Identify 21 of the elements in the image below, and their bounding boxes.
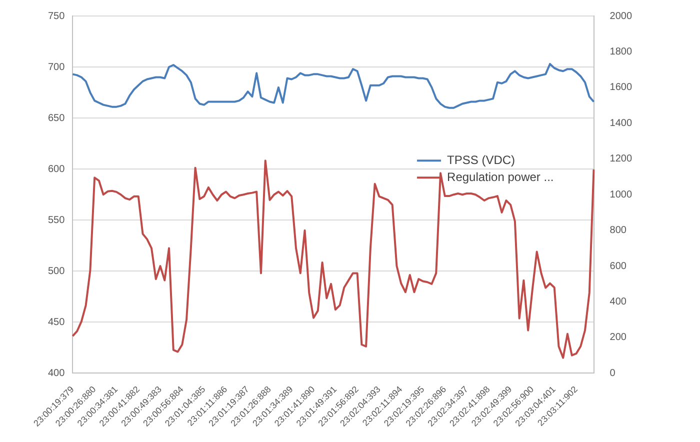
y-tick-label: 750 — [48, 10, 66, 22]
y2-tick-label: 1400 — [610, 118, 632, 129]
y-tick-label: 400 — [48, 368, 66, 379]
y-tick-label: 650 — [48, 112, 66, 124]
legend-label: TPSS (VDC) — [447, 152, 516, 167]
y2-tick-label: 1800 — [610, 46, 632, 58]
y2-tick-label: 1000 — [610, 189, 632, 200]
y2-tick-label: 600 — [610, 260, 627, 272]
y2-tick-label: 400 — [610, 296, 627, 308]
y2-tick-label: 200 — [610, 332, 627, 344]
y2-tick-label: 2000 — [610, 10, 632, 22]
y-tick-label: 550 — [48, 214, 66, 226]
y2-tick-label: 0 — [610, 368, 616, 379]
y2-tick-label: 1200 — [610, 154, 632, 165]
y-tick-label: 600 — [48, 164, 66, 175]
legend-label: Regulation power ... — [447, 170, 554, 184]
y-tick-label: 450 — [48, 316, 66, 328]
y-tick-label: 500 — [48, 266, 66, 277]
y2-tick-label: 1600 — [610, 82, 632, 94]
y2-tick-label: 800 — [610, 225, 627, 236]
y-tick-label: 700 — [48, 62, 66, 73]
